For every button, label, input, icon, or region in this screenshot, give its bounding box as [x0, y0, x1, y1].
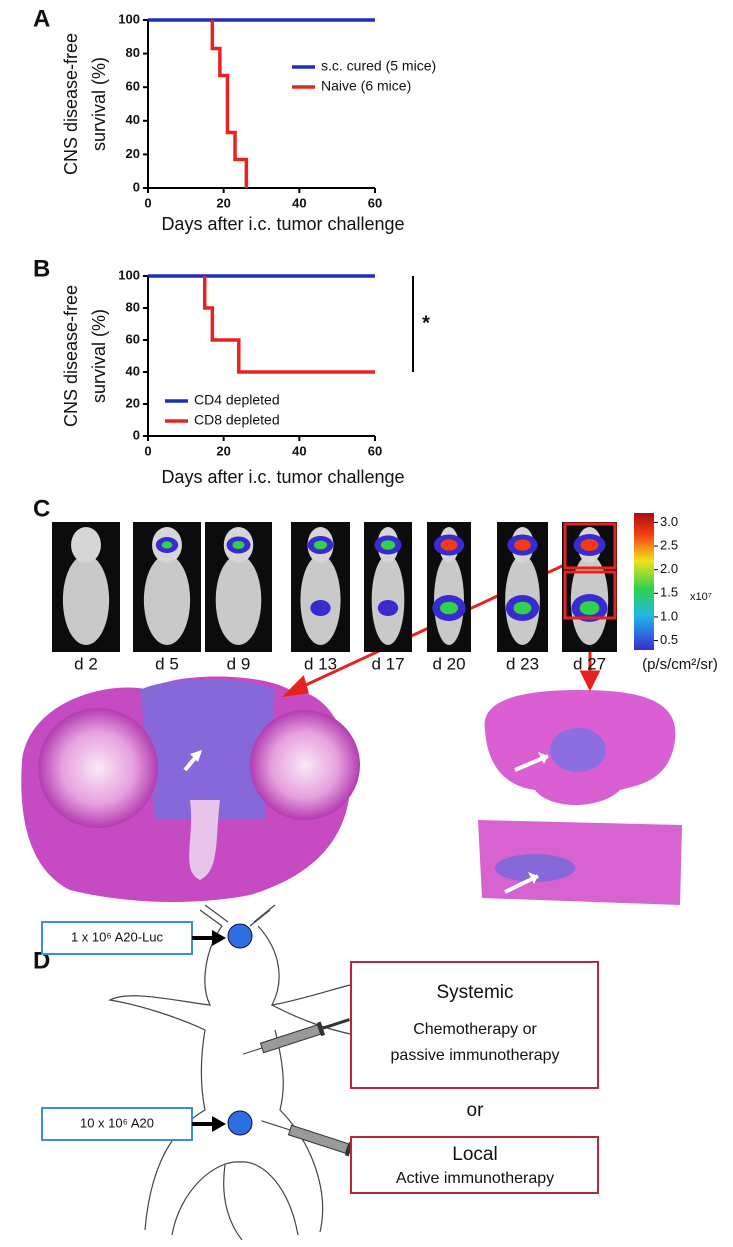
- signal-head: [514, 539, 531, 551]
- or-text: or: [467, 1100, 485, 1121]
- colorbar-tick-label: 2.5: [660, 538, 678, 553]
- signal-body: [377, 600, 399, 616]
- y-tick-label: 20: [126, 395, 140, 410]
- y-tick-label: 100: [118, 267, 140, 282]
- x-tick-label: 40: [292, 195, 306, 210]
- legend-label: CD8 depleted: [194, 412, 280, 428]
- signal-head: [232, 541, 245, 549]
- day-label: d 2: [74, 654, 98, 673]
- colorbar-unit: (p/s/cm²/sr): [642, 656, 718, 673]
- x-tick-label: 60: [368, 195, 382, 210]
- pointer-arrow: [190, 750, 202, 762]
- y-tick-label: 60: [126, 79, 140, 94]
- y-axis-label: survival (%): [89, 309, 109, 403]
- y-tick-label: 20: [126, 146, 140, 161]
- treatment-box: [350, 961, 599, 1089]
- mouse-outline: [108, 904, 356, 1241]
- colorbar: [634, 513, 654, 650]
- tumor-site: [227, 923, 253, 949]
- treatment-text: Chemotherapy or: [413, 1021, 537, 1038]
- day-label: d 17: [371, 654, 404, 673]
- colorbar-tick-label: 2.0: [660, 561, 678, 576]
- panel-label: C: [33, 495, 50, 522]
- x-axis-label: Days after i.c. tumor challenge: [161, 214, 404, 234]
- colorbar-exponent: x10⁷: [690, 591, 712, 603]
- x-tick-label: 60: [368, 443, 382, 458]
- y-tick-label: 80: [126, 299, 140, 314]
- input-label: 1 x 10⁶ A20-Luc: [71, 929, 164, 944]
- x-tick-label: 0: [144, 195, 151, 210]
- y-axis-label: survival (%): [89, 57, 109, 151]
- treatment-text: passive immunotherapy: [391, 1047, 560, 1064]
- legend-label: CD4 depleted: [194, 392, 280, 408]
- signal-head: [313, 540, 328, 550]
- colorbar-tick-label: 1.0: [660, 608, 678, 623]
- legend-label: s.c. cured (5 mice): [321, 58, 436, 74]
- signal-body: [310, 600, 331, 616]
- treatment-box: [350, 1136, 599, 1194]
- signal-body: [579, 601, 600, 615]
- day-label: d 23: [506, 654, 539, 673]
- signal-head: [440, 539, 458, 551]
- day-label: d 9: [227, 654, 251, 673]
- panel-label: B: [33, 255, 50, 282]
- treatment-text: Active immunotherapy: [396, 1170, 554, 1187]
- mouse-body: [62, 555, 110, 645]
- x-axis-label: Days after i.c. tumor challenge: [161, 467, 404, 487]
- colorbar-tick-label: 1.5: [660, 585, 678, 600]
- significance-label: *: [422, 312, 430, 334]
- y-tick-label: 40: [126, 112, 140, 127]
- input-boxes: 1 x 10⁶ A20-Luc 10 x 10⁶ A20: [41, 921, 253, 1141]
- mouse-body: [143, 555, 191, 645]
- x-tick-label: 40: [292, 443, 306, 458]
- signal-head: [380, 540, 396, 550]
- syringe: [242, 1018, 350, 1055]
- y-tick-label: 60: [126, 331, 140, 346]
- day-label: d 20: [432, 654, 465, 673]
- treatment-title: Local: [452, 1144, 497, 1165]
- legend-label: Naive (6 mice): [321, 78, 411, 94]
- day-label: d 13: [304, 654, 337, 673]
- tumor-site: [227, 1110, 253, 1136]
- x-tick-label: 20: [216, 195, 230, 210]
- x-tick-label: 20: [216, 443, 230, 458]
- survival-line: [210, 20, 249, 188]
- histology-spine: [478, 690, 682, 905]
- panel-label: A: [33, 5, 50, 32]
- input-label: 10 x 10⁶ A20: [80, 1115, 154, 1130]
- day-label: d 5: [155, 654, 179, 673]
- y-axis-label: CNS disease-free: [61, 285, 81, 427]
- signal-head: [580, 539, 599, 551]
- treatment-title: Systemic: [436, 982, 513, 1003]
- colorbar-tick-label: 0.5: [660, 632, 678, 647]
- histology-head: [21, 676, 360, 902]
- mouse-head: [71, 527, 101, 563]
- arrow: [192, 930, 226, 946]
- x-tick-label: 0: [144, 443, 151, 458]
- mouse-body: [215, 555, 262, 645]
- survival-line: [203, 276, 375, 374]
- syringes: [242, 1018, 367, 1157]
- signal-head: [161, 541, 173, 549]
- input-box: [41, 1107, 193, 1141]
- day-label: d 27: [573, 654, 606, 673]
- signal-body: [513, 601, 532, 615]
- y-tick-label: 0: [133, 427, 140, 442]
- roi-box: [563, 570, 617, 620]
- roi-box: [563, 522, 617, 570]
- arrow: [192, 1116, 226, 1132]
- y-axis-label: CNS disease-free: [61, 33, 81, 175]
- y-tick-label: 100: [118, 11, 140, 26]
- signal-body: [440, 601, 458, 615]
- y-tick-label: 80: [126, 45, 140, 60]
- y-tick-label: 40: [126, 363, 140, 378]
- colorbar-tick-label: 3.0: [660, 514, 678, 529]
- y-tick-label: 0: [133, 179, 140, 194]
